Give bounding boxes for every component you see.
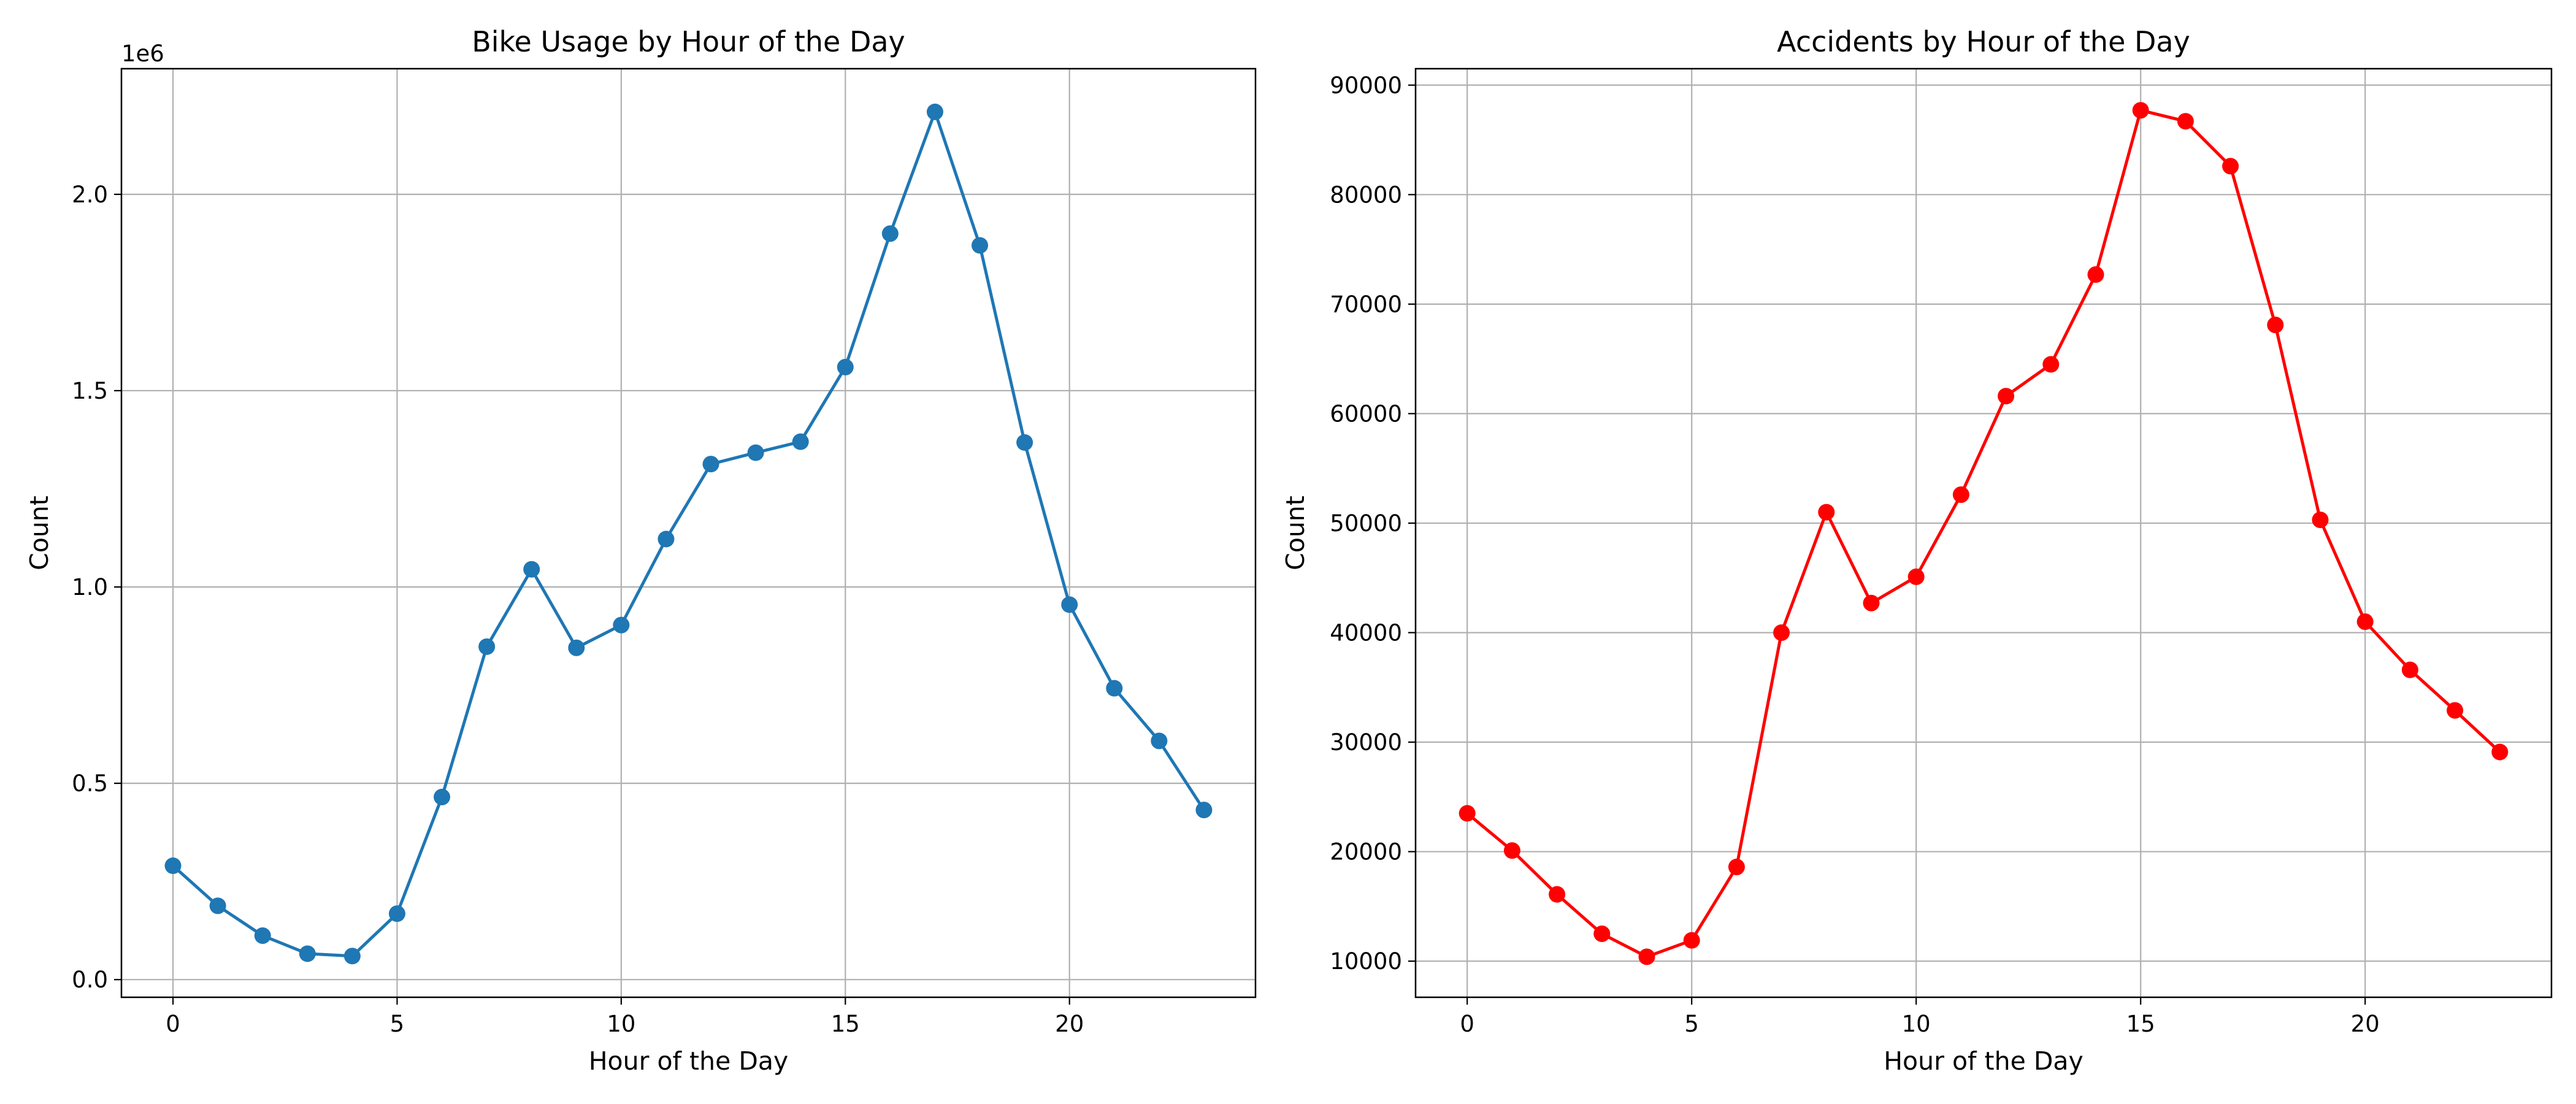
series-line: [172, 110, 1206, 958]
data-point: [343, 948, 361, 965]
data-point: [1195, 802, 1213, 819]
y-tick-label: 90000: [1330, 72, 1402, 99]
data-point: [702, 456, 719, 473]
y-tick-label: 80000: [1330, 182, 1402, 208]
y-tick-label: 2.0: [72, 182, 108, 208]
data-point: [657, 531, 675, 548]
data-point: [434, 789, 451, 806]
x-tick-label: 15: [831, 1011, 860, 1037]
data-point: [1952, 486, 1969, 504]
y-tick-label: 20000: [1330, 839, 1402, 865]
data-point: [388, 905, 405, 922]
data-point: [164, 857, 182, 875]
data-point: [1863, 594, 1880, 611]
y-tick-label: 60000: [1330, 401, 1402, 427]
data-point: [1907, 568, 1925, 585]
data-point: [1151, 732, 1168, 749]
data-point: [2447, 702, 2464, 719]
data-point: [478, 638, 496, 655]
x-tick-label: 5: [390, 1011, 405, 1037]
data-point: [1593, 925, 1611, 942]
y-tick-label: 0.0: [72, 967, 108, 993]
data-point: [972, 237, 989, 254]
y-tick-label: 10000: [1330, 948, 1402, 975]
x-axis-label: Hour of the Day: [1884, 1046, 2083, 1076]
chart-2: 0 5 10 15 20 10000 20000 30000 40000 50000 60000 70…: [1281, 25, 2553, 1076]
data-point: [1998, 388, 2015, 405]
data-point: [2042, 356, 2060, 373]
y-axis-label: Count: [1281, 496, 1310, 570]
data-point: [2087, 266, 2104, 283]
data-point: [926, 103, 943, 120]
x-tick-label: 10: [607, 1011, 635, 1037]
y-tick-label: 40000: [1330, 619, 1402, 646]
x-tick-label: 5: [1684, 1011, 1699, 1037]
data-point: [613, 616, 630, 634]
data-point: [209, 897, 226, 914]
data-point: [254, 927, 271, 944]
data-point: [1773, 624, 1790, 641]
y-tick-label: 30000: [1330, 729, 1402, 756]
x-tick-label: 10: [1902, 1011, 1931, 1037]
data-point: [792, 433, 809, 450]
data-point: [747, 444, 764, 461]
data-point: [1818, 504, 1835, 521]
data-point: [2222, 158, 2239, 175]
y-tick-label: 1.5: [72, 378, 108, 404]
data-point: [1061, 596, 1078, 613]
data-point: [1549, 886, 1566, 903]
data-point: [568, 639, 585, 656]
chart-1: 0 5 10 15 20 0.0 0.5 1.0 1.5 2.0 Bike Usage by Hou…: [25, 25, 1257, 1076]
chart-title: Accidents by Hour of the Day: [1777, 25, 2190, 58]
data-point: [523, 561, 540, 578]
x-tick-label: 20: [1055, 1011, 1084, 1037]
data-point: [1503, 842, 1520, 859]
y-tick-label: 50000: [1330, 510, 1402, 537]
data-point: [1728, 859, 1745, 876]
data-point: [2401, 661, 2418, 678]
data-point: [2356, 613, 2374, 631]
series-line: [1466, 109, 2501, 959]
data-point: [2177, 113, 2194, 130]
data-point: [1106, 680, 1123, 697]
x-tick-label: 0: [166, 1011, 180, 1037]
x-axis-label: Hour of the Day: [589, 1046, 789, 1076]
x-tick-label: 15: [2126, 1011, 2155, 1037]
plot-frame: [120, 67, 1257, 999]
data-point: [1683, 932, 1700, 949]
data-point: [881, 225, 899, 242]
y-tick-label: 70000: [1330, 291, 1402, 318]
y-tick-label: 1.0: [72, 574, 108, 600]
plot-frame: [1414, 67, 2553, 999]
x-tick-label: 20: [2351, 1011, 2380, 1037]
data-point: [1638, 948, 1655, 965]
y-offset-label: 1e6: [121, 40, 164, 67]
data-point: [2491, 743, 2509, 761]
data-point: [1016, 434, 1033, 451]
chart-title: Bike Usage by Hour of the Day: [472, 25, 905, 58]
data-point: [299, 945, 316, 962]
y-tick-label: 0.5: [72, 770, 108, 797]
data-point: [2132, 102, 2149, 119]
data-point: [1459, 805, 1476, 822]
x-tick-label: 0: [1460, 1011, 1474, 1037]
data-point: [2267, 316, 2284, 334]
data-point: [837, 359, 854, 376]
y-axis-label: Count: [25, 496, 54, 570]
data-point: [2312, 512, 2329, 529]
